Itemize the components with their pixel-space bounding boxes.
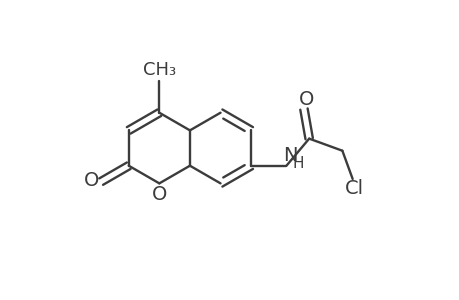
Text: Cl: Cl: [344, 179, 364, 198]
Text: O: O: [151, 185, 167, 204]
Text: N: N: [283, 146, 297, 165]
Text: CH₃: CH₃: [142, 61, 175, 79]
Text: O: O: [84, 171, 99, 190]
Text: H: H: [292, 156, 303, 171]
Text: O: O: [298, 90, 314, 109]
